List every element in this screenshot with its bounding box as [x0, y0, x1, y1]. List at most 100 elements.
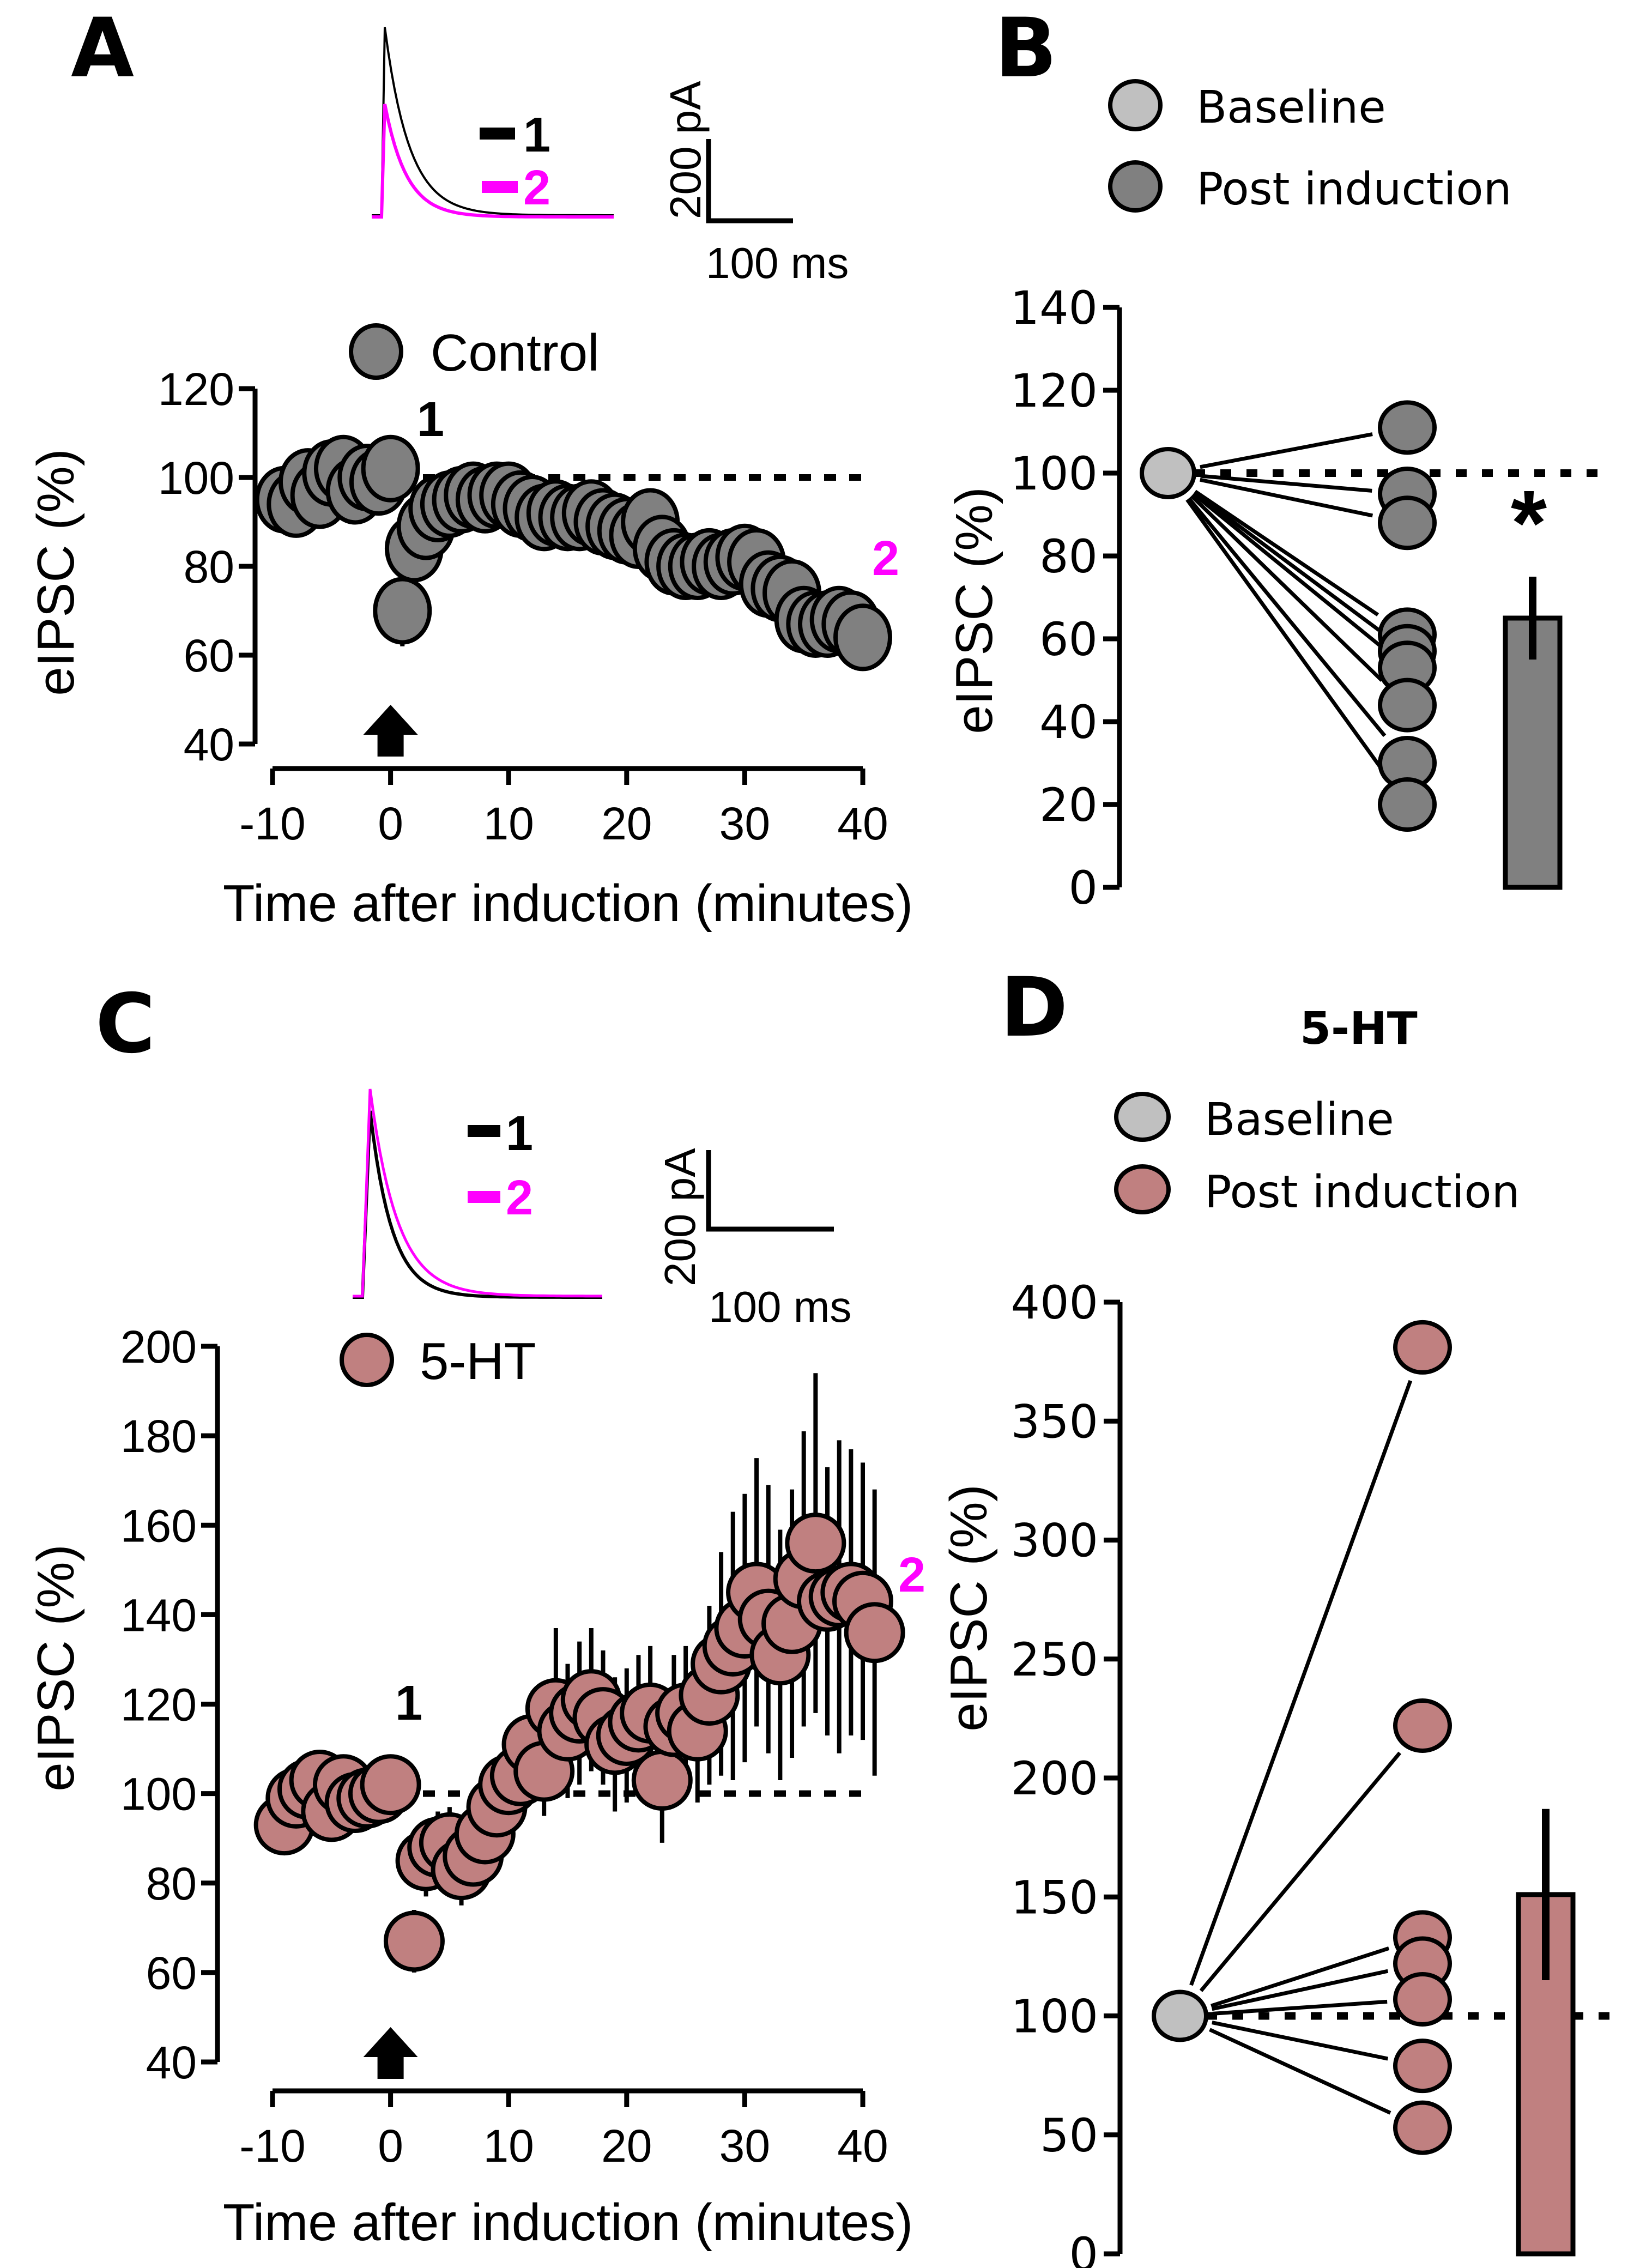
panel-b: B Baseline Post induction 0 20 40 60 80 100 12…: [945, 1, 1611, 915]
y-tick-label: 160: [120, 1500, 197, 1551]
pair-line: [1187, 497, 1387, 737]
y-tick-label: 40: [146, 2037, 197, 2088]
legend-label-control: Control: [431, 324, 599, 382]
y-tick-label: 100: [158, 452, 234, 504]
scale-label-pa-a: 200 pA: [661, 81, 710, 219]
x-tick-label: 30: [719, 2120, 770, 2172]
legend-marker-baseline: [1114, 1092, 1171, 1142]
post-induction-point: [1393, 1698, 1452, 1753]
x-tick-label: 40: [837, 798, 888, 849]
pair-line: [1199, 1751, 1402, 1992]
legend-marker-post-induction: [1114, 1164, 1171, 1214]
time-marker-2-c: 2: [898, 1548, 925, 1602]
y-tick-label: 200: [1011, 1752, 1098, 1805]
y-tick-label: 0: [1069, 2228, 1098, 2268]
legend-label-5ht: 5-HT: [420, 1332, 536, 1390]
x-tick-label: 10: [483, 798, 534, 849]
data-point: [373, 577, 432, 645]
y-tick-label: 120: [120, 1679, 197, 1731]
pair-line: [1185, 498, 1388, 777]
legend-label-trace-1: 1: [506, 1106, 533, 1161]
data-point: [833, 603, 892, 672]
legend-label-baseline-b: Baseline: [1196, 82, 1386, 134]
pair-line: [1212, 2021, 1389, 2061]
pair-line: [1212, 1999, 1388, 2016]
y-tick-label: 60: [184, 630, 234, 681]
data-series-5ht: [253, 1373, 905, 1973]
significance-star: *: [1511, 471, 1547, 575]
scale-label-ms-a: 100 ms: [706, 239, 849, 287]
data-point: [631, 1750, 693, 1811]
x-axis-title-c: Time after induction (minutes): [223, 2193, 913, 2252]
data-point: [785, 1513, 846, 1574]
y-axis-title-b: eIPSC (%): [945, 487, 1003, 734]
y-tick-label: 140: [120, 1589, 197, 1641]
pair-line: [1209, 2028, 1391, 2115]
time-marker-1-a: 1: [417, 392, 444, 447]
pair-line: [1200, 477, 1373, 518]
baseline-point: [1140, 447, 1196, 499]
y-tick-label: 250: [1011, 1633, 1098, 1686]
panel-title-d: 5-HT: [1300, 1003, 1418, 1055]
pair-line: [1194, 489, 1379, 616]
y-tick-label: 300: [1011, 1514, 1098, 1568]
mean-bar: [1503, 615, 1563, 890]
y-tick-label: 180: [120, 1411, 197, 1462]
axes-b: 0 20 40 60 80 100 120 140: [1010, 281, 1611, 915]
panel-label-b: B: [995, 1, 1057, 96]
y-axis-title-c: eIPSC (%): [27, 1544, 85, 1791]
scale-bar-c: [706, 1150, 834, 1232]
post-induction-point: [1378, 777, 1437, 832]
y-tick-label: 350: [1011, 1395, 1098, 1448]
y-tick-label: 140: [1010, 281, 1098, 335]
pair-line: [1200, 432, 1373, 469]
scale-bar-a: [706, 139, 793, 223]
pair-line: [1193, 491, 1380, 632]
panel-label-d: D: [1000, 960, 1068, 1055]
data-point: [361, 434, 420, 503]
paired-data-d: [1152, 1320, 1576, 2257]
pair-line: [1200, 474, 1372, 493]
y-tick-label: 100: [120, 1769, 197, 1820]
inset-traces-c: [353, 1088, 602, 1299]
x-tick-label: 0: [378, 2120, 403, 2172]
y-tick-label: 40: [1039, 695, 1098, 749]
x-tick-label: 30: [719, 798, 770, 849]
legend-marker-control: [349, 323, 403, 380]
baseline-point: [1152, 1989, 1208, 2042]
mean-bar: [1516, 1892, 1576, 2257]
y-axis-title-d: eIPSC (%): [940, 1484, 998, 1731]
y-tick-label: 80: [146, 1858, 197, 1909]
legend-label-post-d: Post induction: [1205, 1166, 1520, 1218]
y-tick-label: 120: [158, 364, 234, 415]
data-series-control: [255, 434, 892, 672]
time-marker-2-a: 2: [872, 531, 899, 586]
legend-marker-post-induction: [1108, 160, 1163, 213]
induction-arrow-icon: [363, 2027, 418, 2079]
pair-line: [1211, 1969, 1389, 2011]
post-induction-point: [1378, 495, 1437, 551]
y-tick-label: 100: [1011, 1990, 1098, 2043]
y-tick-label: 0: [1069, 861, 1098, 915]
time-marker-1-c: 1: [395, 1676, 422, 1731]
axes-d: 0 50 100 150 200 250 300 350 400: [1011, 1276, 1624, 2268]
y-tick-label: 80: [1039, 530, 1098, 583]
y-tick-label: 400: [1011, 1276, 1098, 1329]
legend-label-trace-2: 2: [523, 161, 550, 215]
inset-traces-a: [372, 27, 614, 219]
trace-1: [372, 27, 614, 216]
induction-arrow-icon: [363, 705, 418, 757]
y-tick-label: 50: [1040, 2109, 1098, 2162]
trace-1: [353, 1110, 602, 1299]
panel-label-a: A: [71, 1, 134, 96]
legend-label-trace-1: 1: [523, 108, 550, 162]
legend-marker-baseline: [1108, 79, 1163, 131]
trace-2: [353, 1088, 602, 1298]
x-tick-label: 0: [378, 798, 403, 849]
y-tick-label: 40: [184, 719, 234, 770]
y-tick-label: 60: [146, 1948, 197, 1999]
y-tick-label: 80: [184, 541, 234, 592]
y-tick-label: 150: [1011, 1871, 1098, 1924]
post-induction-point: [1393, 2100, 1452, 2155]
